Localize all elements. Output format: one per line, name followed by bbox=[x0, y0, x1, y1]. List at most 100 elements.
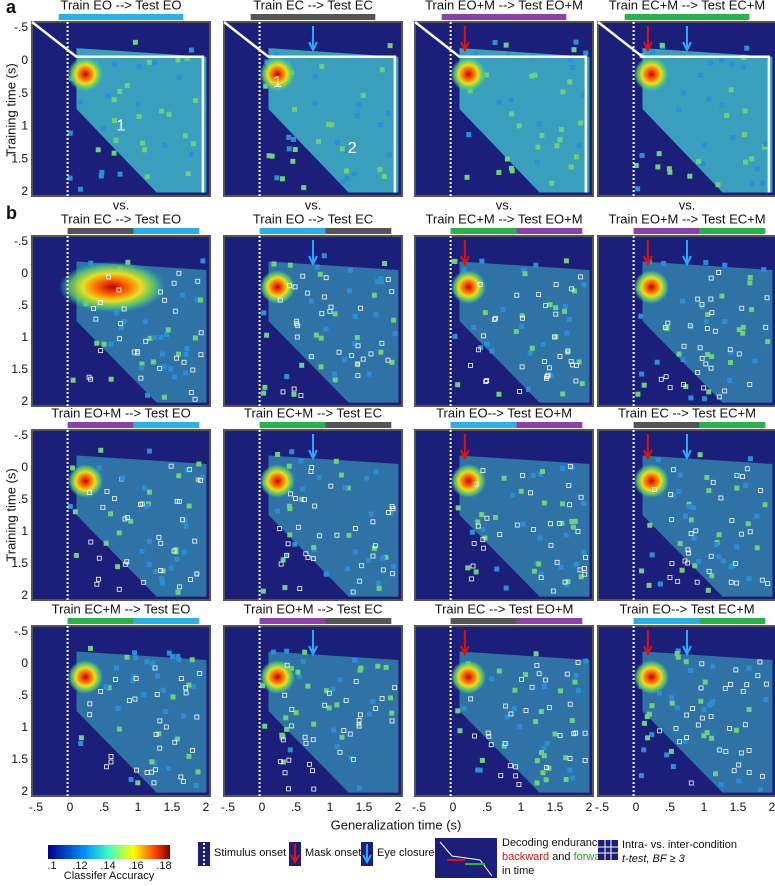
y-tick-label: 0 bbox=[21, 53, 28, 67]
significance-square bbox=[698, 685, 704, 691]
heatmap-pixel bbox=[392, 331, 398, 337]
heatmap-pixel bbox=[274, 51, 280, 57]
significance-square bbox=[733, 667, 739, 673]
y-tick-label: .5 bbox=[18, 688, 28, 702]
heatmap-pixel bbox=[160, 568, 166, 574]
icon bbox=[598, 840, 618, 860]
x-tick-label: 2 bbox=[586, 800, 593, 814]
significance-square bbox=[87, 712, 93, 718]
heatmap-pixel bbox=[765, 339, 771, 345]
y-tick-label: 0 bbox=[21, 656, 28, 670]
heatmap-pixel bbox=[101, 126, 107, 132]
heatmap-pixel bbox=[479, 258, 485, 264]
heatmap-pixel bbox=[536, 121, 542, 127]
significance-square bbox=[759, 577, 765, 583]
significance-square bbox=[385, 277, 391, 282]
x-tick-label: 1 bbox=[701, 800, 708, 814]
significance-square bbox=[358, 712, 363, 718]
heatmap-pixel bbox=[544, 740, 550, 746]
heatmap-pixel bbox=[508, 165, 514, 171]
heatmap-pixel bbox=[166, 111, 172, 117]
heatmap-pixel bbox=[128, 777, 134, 783]
heatmap-region bbox=[268, 48, 399, 193]
condition-bar bbox=[516, 422, 583, 428]
mask-arrow bbox=[642, 434, 653, 461]
heatmap-pixel bbox=[311, 544, 317, 550]
heatmap-pixel bbox=[638, 773, 644, 779]
significance-square bbox=[764, 295, 770, 301]
significance-square bbox=[519, 677, 524, 682]
heatmap-pixel bbox=[136, 114, 142, 120]
y-tick-label: 1.5 bbox=[11, 151, 28, 165]
y-axis-label: Training time (s) bbox=[3, 468, 18, 561]
heatmap-pixel bbox=[323, 571, 329, 577]
heatmap-pixel bbox=[509, 168, 515, 174]
heatmap-pixel bbox=[760, 180, 766, 186]
heatmap-pixel bbox=[194, 297, 200, 303]
heatmap-pixel bbox=[101, 341, 107, 347]
heatmap-pixel bbox=[389, 359, 395, 365]
heatmap-pixel bbox=[573, 673, 579, 679]
heatmap-hotspot bbox=[67, 56, 104, 92]
heatmap-pixel bbox=[313, 332, 319, 338]
significance-square bbox=[121, 306, 127, 312]
heatmap-pixel bbox=[747, 274, 753, 280]
heatmap-pixel bbox=[457, 728, 463, 734]
significance-square bbox=[180, 779, 186, 784]
significance-square bbox=[765, 581, 771, 586]
heatmap-pixel bbox=[697, 452, 703, 458]
heatmap-pixel bbox=[197, 297, 203, 303]
heatmap-pixel bbox=[339, 146, 345, 152]
heatmap-pixel bbox=[567, 56, 573, 62]
panel-title: Train EO+M --> Test EO bbox=[51, 405, 190, 420]
significance-square bbox=[168, 463, 174, 469]
significance-square bbox=[181, 359, 187, 365]
significance-square bbox=[669, 561, 675, 566]
significance-square bbox=[294, 321, 300, 327]
significance-square bbox=[138, 375, 144, 381]
significance-square bbox=[667, 385, 673, 391]
significance-square bbox=[528, 490, 533, 496]
significance-square bbox=[498, 773, 504, 778]
x-tick-label: 1.5 bbox=[547, 800, 564, 814]
heatmap-pixel bbox=[475, 767, 481, 773]
significance-square bbox=[684, 712, 690, 718]
heatmap-pixel bbox=[330, 686, 336, 692]
significance-square bbox=[760, 773, 765, 779]
heatmap-pixel bbox=[183, 351, 189, 357]
significance-square bbox=[547, 365, 552, 371]
heatmap-pixel bbox=[390, 564, 396, 570]
heatmap-pixel bbox=[494, 566, 500, 572]
heatmap-pixel bbox=[144, 659, 150, 665]
significance-square bbox=[686, 550, 692, 556]
panel-label: b bbox=[6, 203, 17, 223]
heatmap-pixel bbox=[540, 770, 546, 776]
heatmap-pixel bbox=[734, 485, 740, 491]
heatmap-pixel bbox=[461, 705, 467, 711]
mask-arrow bbox=[642, 630, 653, 657]
significance-square bbox=[680, 381, 686, 387]
significance-square bbox=[582, 758, 588, 763]
significance-square bbox=[198, 352, 204, 358]
heatmap-pixel bbox=[763, 141, 769, 147]
significance-square bbox=[573, 730, 579, 736]
heatmap-pixel bbox=[543, 777, 549, 783]
panel-title: Train EC --> Test EO bbox=[61, 211, 181, 226]
significance-square bbox=[292, 284, 298, 290]
condition-bar bbox=[259, 228, 326, 234]
heatmap-region bbox=[459, 651, 590, 793]
significance-square bbox=[287, 283, 292, 289]
heatmap-pixel bbox=[280, 733, 286, 739]
heatmap-pixel bbox=[480, 526, 486, 532]
heatmap-pixel bbox=[580, 92, 586, 98]
heatmap-pixel bbox=[492, 514, 498, 520]
heatmap-pixel bbox=[305, 683, 311, 689]
significance-square bbox=[353, 526, 358, 531]
heatmap-hotspot bbox=[67, 464, 104, 498]
panel-title: Train EC+M --> Test EC+M bbox=[609, 0, 765, 12]
heatmap-pixel bbox=[77, 99, 83, 105]
significance-square bbox=[557, 733, 563, 738]
significance-square bbox=[480, 537, 486, 543]
heatmap-pixel bbox=[677, 472, 683, 478]
heatmap-pixel bbox=[577, 142, 583, 148]
